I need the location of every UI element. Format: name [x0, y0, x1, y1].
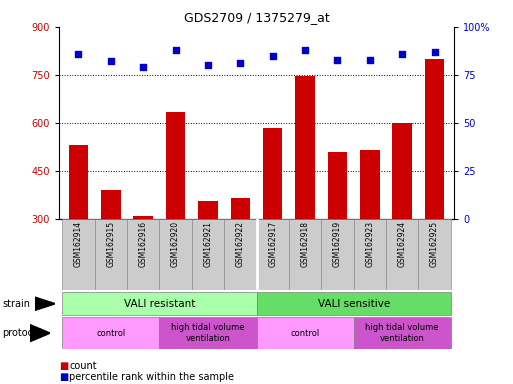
Point [333, 56, 342, 63]
Point [366, 56, 374, 63]
Bar [127, 219, 160, 290]
Point [430, 49, 439, 55]
Point [107, 58, 115, 65]
Bar [94, 219, 127, 290]
Bar [353, 219, 386, 290]
Text: protocol: protocol [3, 328, 42, 338]
Bar [321, 219, 353, 290]
Point [204, 62, 212, 68]
Text: GSM162925: GSM162925 [430, 221, 439, 267]
Text: control: control [96, 329, 125, 338]
Bar [62, 292, 256, 316]
Text: percentile rank within the sample: percentile rank within the sample [69, 372, 234, 382]
Bar [166, 112, 185, 315]
Text: GSM162920: GSM162920 [171, 221, 180, 267]
Point [301, 47, 309, 53]
Point [398, 51, 406, 57]
Point [74, 51, 83, 57]
Bar [192, 219, 224, 290]
Text: control: control [290, 329, 320, 338]
Bar [263, 127, 282, 315]
Bar [392, 123, 412, 315]
Text: GDS2709 / 1375279_at: GDS2709 / 1375279_at [184, 12, 329, 25]
Bar [69, 145, 88, 315]
Text: count: count [69, 361, 97, 371]
Bar [256, 292, 451, 316]
Bar [289, 219, 321, 290]
Text: GSM162924: GSM162924 [398, 221, 407, 267]
Text: GSM162921: GSM162921 [204, 221, 212, 267]
Text: ■: ■ [59, 372, 68, 382]
Text: ■: ■ [59, 361, 68, 371]
Point [139, 64, 147, 70]
Text: GSM162918: GSM162918 [301, 221, 309, 267]
Bar [328, 152, 347, 315]
Text: GSM162916: GSM162916 [139, 221, 148, 267]
Text: high tidal volume
ventilation: high tidal volume ventilation [171, 323, 245, 343]
Bar [419, 219, 451, 290]
Polygon shape [35, 297, 55, 310]
Bar [224, 219, 256, 290]
Text: VALI resistant: VALI resistant [124, 299, 195, 309]
Bar [425, 59, 444, 315]
Bar [160, 219, 192, 290]
Bar [62, 219, 94, 290]
Bar [101, 190, 121, 315]
Bar [160, 318, 256, 349]
Bar [231, 198, 250, 315]
Bar [256, 219, 289, 290]
Bar [62, 318, 160, 349]
Bar [133, 216, 153, 315]
Polygon shape [30, 324, 50, 342]
Bar [386, 219, 419, 290]
Point [236, 60, 244, 66]
Text: GSM162917: GSM162917 [268, 221, 277, 267]
Bar [360, 150, 380, 315]
Text: GSM162914: GSM162914 [74, 221, 83, 267]
Point [269, 53, 277, 59]
Text: GSM162919: GSM162919 [333, 221, 342, 267]
Text: VALI sensitive: VALI sensitive [318, 299, 390, 309]
Point [171, 47, 180, 53]
Bar [198, 201, 218, 315]
Bar [353, 318, 451, 349]
Text: high tidal volume
ventilation: high tidal volume ventilation [365, 323, 439, 343]
Text: GSM162915: GSM162915 [106, 221, 115, 267]
Bar [295, 76, 315, 315]
Bar [256, 318, 353, 349]
Text: strain: strain [3, 299, 31, 309]
Text: GSM162922: GSM162922 [236, 221, 245, 267]
Text: GSM162923: GSM162923 [365, 221, 374, 267]
